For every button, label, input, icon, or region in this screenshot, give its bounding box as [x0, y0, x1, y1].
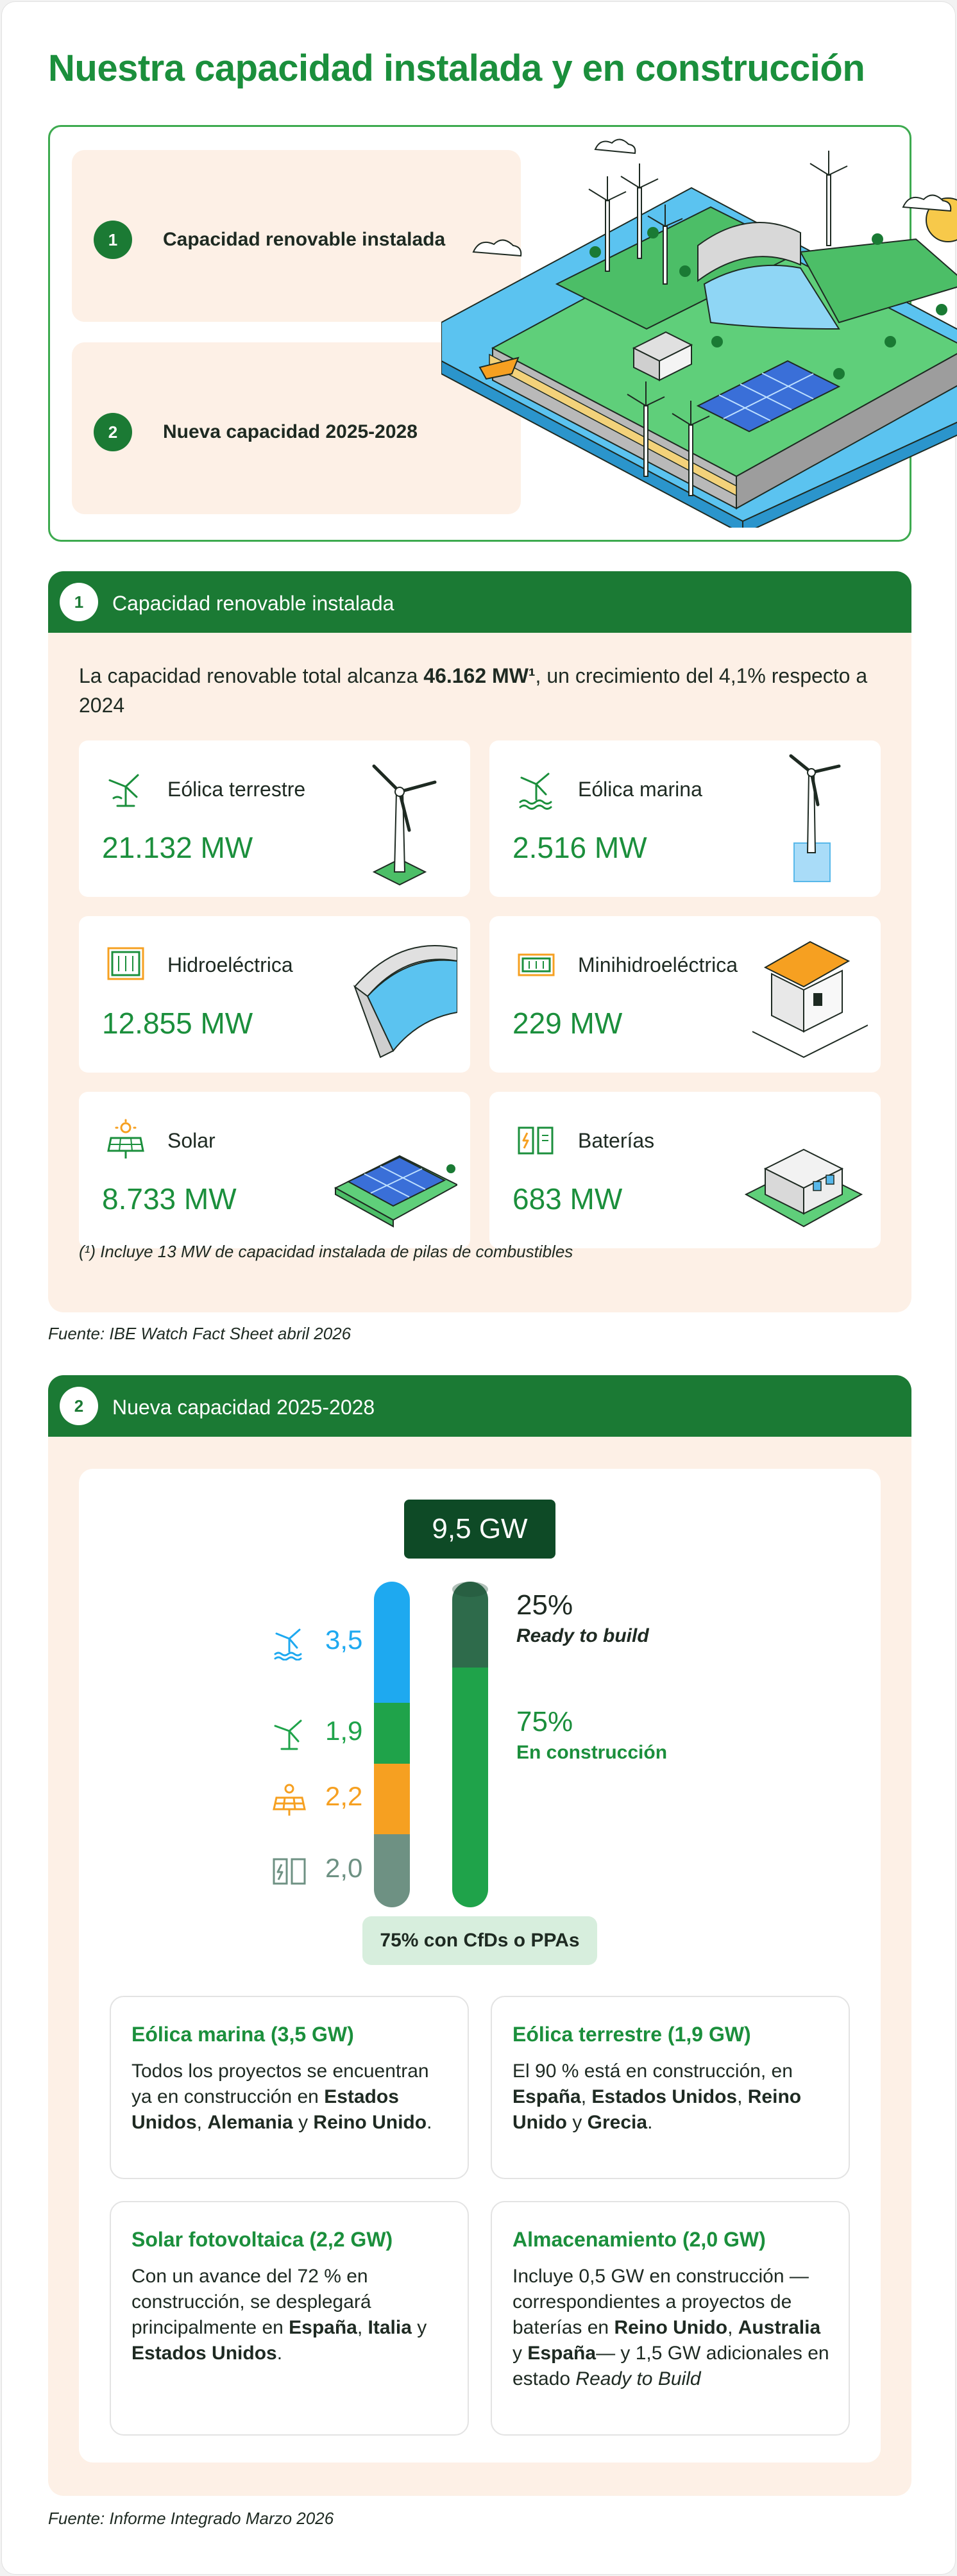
section-number: 1 — [60, 583, 98, 621]
mini-hydro-icon — [518, 953, 555, 976]
card-name: Minihidroeléctrica — [578, 953, 738, 976]
bars-svg — [374, 1582, 488, 1907]
detail-card-offshore: Eólica marina (3,5 GW) Todos los proyect… — [110, 1996, 469, 2179]
card-value: 2.516 MW — [512, 831, 647, 864]
hero-item-label: Nueva capacidad 2025-2028 — [163, 421, 418, 442]
hero-panel: 1 Capacidad renovable instalada 2 Nueva … — [48, 125, 957, 542]
detail-card-storage: Almacenamiento (2,0 GW) Incluye 0,5 GW e… — [491, 2201, 850, 2436]
card-name: Baterías — [578, 1129, 655, 1152]
status-label-1: En construcción — [516, 1742, 668, 1763]
new-capacity-panel: 9,5 GW 3,5 1,9 2,2 2,0 25% Ready to build 75% E… — [79, 1469, 881, 2463]
card-name: Eólica marina — [578, 778, 702, 801]
tech-label-1: 1,9 — [274, 1715, 363, 1750]
onshore-turbine-illustration — [372, 764, 437, 886]
new-capacity-section: 2 Nueva capacidad 2025-2028 9,5 GW 3,5 1,… — [48, 1375, 911, 2496]
battery-building-illustration — [744, 1148, 863, 1228]
card-value: 21.132 MW — [102, 831, 253, 864]
solar-icon — [107, 1119, 144, 1158]
section-header: 1 Capacidad renovable instalada — [48, 571, 911, 633]
onshore-wind-icon — [274, 1719, 302, 1750]
battery-icon — [518, 1126, 554, 1155]
card-name: Eólica terrestre — [167, 778, 306, 801]
detail-title: Eólica marina (3,5 GW) — [131, 2023, 354, 2046]
section-header: 2 Nueva capacidad 2025-2028 — [48, 1375, 911, 1437]
card-solar: Solar 8.733 MW — [79, 1092, 470, 1248]
detail-title: Almacenamiento (2,0 GW) — [512, 2228, 766, 2251]
hero-item-installed[interactable]: 1 Capacidad renovable instalada — [72, 150, 521, 322]
detail-text: Todos los proyectos se encuentran ya en … — [131, 2061, 432, 2133]
card-value: 8.733 MW — [102, 1182, 237, 1216]
status-percent-1: 75% — [516, 1706, 573, 1737]
tech-value: 2,0 — [325, 1853, 363, 1883]
installed-intro: La capacidad renovable total alcanza 46.… — [79, 664, 868, 717]
bar-segment-by-technology-1 — [374, 1703, 410, 1764]
solar-field-illustration — [334, 1155, 457, 1228]
section-title: Nueva capacidad 2025-2028 — [112, 1396, 375, 1419]
hero-item-number: 2 — [94, 413, 132, 451]
status-percent-0: 25% — [516, 1589, 573, 1621]
mini-hydro-house-illustration — [752, 941, 868, 1058]
offshore-wind-icon — [519, 773, 552, 810]
detail-card-onshore: Eólica terrestre (1,9 GW) El 90 % está e… — [491, 1996, 850, 2179]
card-offshore-wind: Eólica marina 2.516 MW — [489, 740, 881, 897]
card-onshore-wind: Eólica terrestre 21.132 MW — [79, 740, 470, 897]
card-name: Hidroeléctrica — [167, 953, 293, 976]
card-value: 229 MW — [512, 1007, 623, 1040]
card-value: 12.855 MW — [102, 1007, 253, 1040]
installed-capacity-section: 1 Capacidad renovable instalada La capac… — [48, 571, 911, 1312]
bar-segment-by-technology-0 — [374, 1582, 410, 1703]
tech-value: 1,9 — [325, 1715, 363, 1746]
total-capacity-badge: 9,5 GW — [404, 1500, 555, 1559]
hydro-icon — [107, 947, 144, 980]
tech-value: 2,2 — [325, 1781, 363, 1811]
section-number: 2 — [60, 1387, 98, 1425]
offshore-turbine-illustration — [789, 754, 841, 882]
installed-source: Fuente: IBE Watch Fact Sheet abril 2026 — [48, 1324, 351, 1343]
hero-item-label: Capacidad renovable instalada — [163, 229, 446, 250]
bar-segment-by-status-0 — [452, 1582, 488, 1668]
status-label-0: Ready to build — [516, 1625, 649, 1646]
detail-card-solar: Solar fotovoltaica (2,2 GW) Con un avanc… — [110, 2201, 469, 2436]
bar-segment-by-technology-3 — [374, 1834, 410, 1907]
energy-landscape-illustration — [441, 138, 957, 528]
bar-cap — [452, 1582, 488, 1597]
detail-title: Solar fotovoltaica (2,2 GW) — [131, 2228, 393, 2251]
new-capacity-source: Fuente: Informe Integrado Marzo 2026 — [48, 2509, 334, 2528]
offshore-wind-icon — [274, 1628, 302, 1660]
bar-segment-by-status-1 — [452, 1668, 488, 1907]
installed-footnote: (¹) Incluye 13 MW de capacidad instalada… — [79, 1242, 573, 1261]
page-title: Nuestra capacidad instalada y en constru… — [48, 47, 865, 89]
dam-illustration — [353, 945, 457, 1058]
capacity-bar-chart: 3,5 1,9 2,2 2,0 25% Ready to build 75% En const… — [273, 1578, 733, 1911]
battery-icon — [273, 1858, 306, 1885]
bar-segment-by-technology-2 — [374, 1764, 410, 1834]
detail-text: El 90 % está en construcción, en España,… — [512, 2061, 802, 2133]
detail-text: Con un avance del 72 % en construcción, … — [131, 2266, 427, 2364]
solar-icon — [273, 1784, 306, 1816]
onshore-wind-icon — [108, 774, 139, 807]
card-hydro: Hidroeléctrica 12.855 MW — [79, 916, 470, 1073]
cfd-ppa-badge: 75% con CfDs o PPAs — [362, 1916, 597, 1965]
section-title: Capacidad renovable instalada — [112, 592, 394, 615]
hero-item-number: 1 — [94, 221, 132, 259]
tech-label-0: 3,5 — [274, 1624, 363, 1660]
tech-label-3: 2,0 — [273, 1853, 363, 1885]
detail-text: Incluye 0,5 GW en construcción —correspo… — [512, 2266, 829, 2389]
tech-value: 3,5 — [325, 1624, 363, 1655]
card-value: 683 MW — [512, 1182, 623, 1216]
card-mini-hydro: Minihidroeléctrica 229 MW — [489, 916, 881, 1073]
detail-title: Eólica terrestre (1,9 GW) — [512, 2023, 751, 2046]
card-name: Solar — [167, 1129, 216, 1152]
card-battery: Baterías 683 MW — [489, 1092, 881, 1248]
tech-label-2: 2,2 — [273, 1781, 363, 1816]
